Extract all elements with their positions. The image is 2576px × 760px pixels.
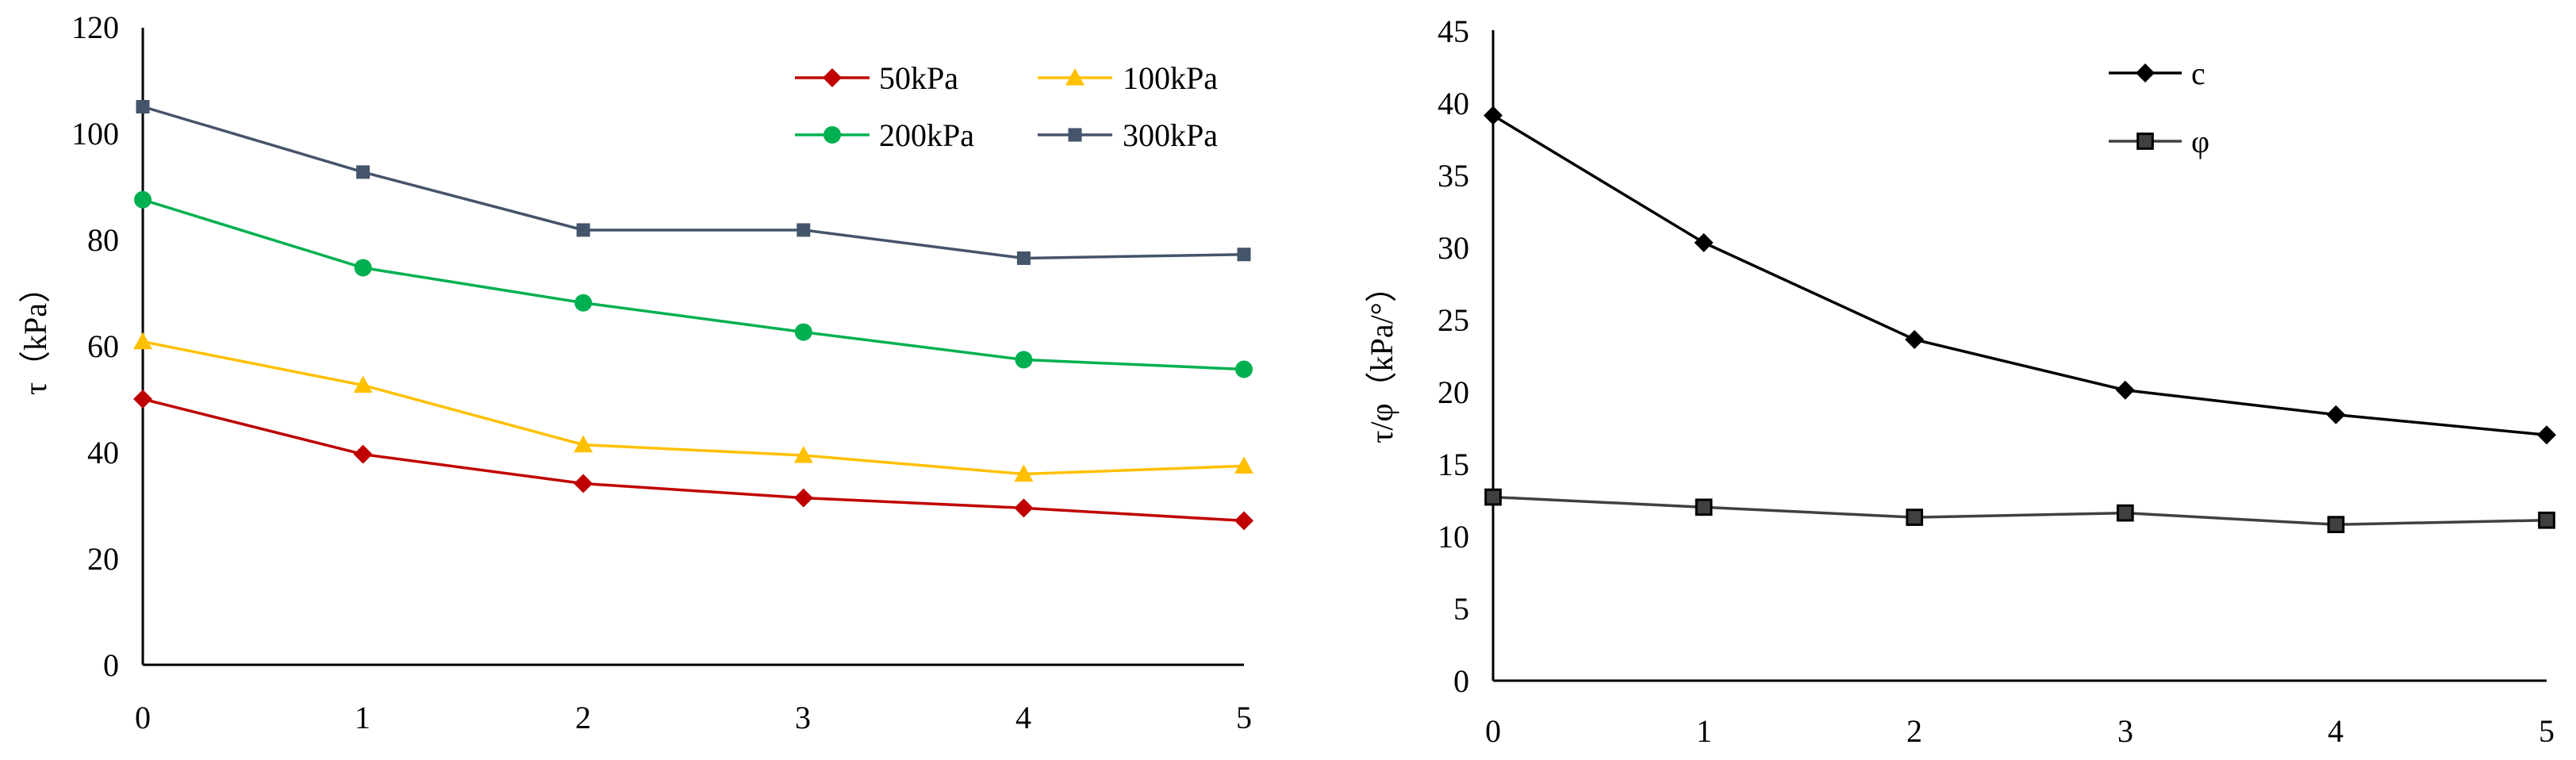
left-series-line-50kpa (142, 397, 1245, 523)
left-point-200kpa-5 (1235, 360, 1253, 378)
right-point-phi-3 (2116, 504, 2134, 522)
left-point-50kpa-0 (133, 390, 152, 409)
left-point-100kpa-1 (353, 375, 373, 393)
left-legend-marker-300kpa (1068, 128, 1082, 142)
right-ytick-20: 20 (1438, 374, 1469, 410)
right-point-phi-0 (1484, 488, 1502, 506)
left-point-50kpa-1 (353, 444, 373, 464)
right-point-phi-2 (1906, 509, 1924, 526)
right-xtick-1: 1 (1696, 713, 1712, 749)
left-y-ticks: 0 20 40 60 80 100 120 (71, 10, 119, 683)
right-legend-marker-phi (2136, 132, 2154, 150)
chart-left: τ（kPa） 0 20 40 60 80 100 120 0 1 2 3 4 5… (17, 10, 1253, 735)
left-legend-label-50kpa: 50kPa (879, 60, 958, 96)
left-series-line-300kpa (142, 105, 1245, 260)
left-point-300kpa-3 (797, 223, 811, 237)
right-point-c-4 (2326, 405, 2346, 424)
right-ytick-45: 45 (1438, 13, 1469, 49)
right-y-ticks: 0 5 10 15 20 25 30 35 40 45 (1438, 13, 1469, 699)
left-point-100kpa-3 (793, 446, 813, 463)
left-series-group (133, 100, 1253, 531)
left-ytick-120: 120 (71, 10, 119, 45)
right-ytick-30: 30 (1438, 230, 1469, 266)
left-series-line-100kpa (142, 340, 1245, 476)
left-y-axis-label: τ（kPa） (17, 271, 53, 395)
left-point-300kpa-2 (576, 223, 590, 237)
left-point-200kpa-4 (1015, 351, 1033, 369)
left-xtick-5: 5 (1236, 700, 1252, 735)
right-series-line-c (1492, 114, 2547, 436)
left-point-50kpa-2 (574, 474, 593, 493)
right-point-c-5 (2537, 425, 2556, 445)
right-ytick-15: 15 (1438, 447, 1469, 482)
right-series-group (1484, 106, 2556, 534)
left-point-300kpa-0 (136, 100, 150, 113)
right-legend-label-c: c (2191, 56, 2206, 91)
right-ytick-35: 35 (1438, 158, 1469, 194)
left-series-line-200kpa (142, 198, 1245, 371)
left-legend-label-100kpa: 100kPa (1123, 60, 1218, 96)
right-xtick-2: 2 (1906, 713, 1922, 749)
left-ytick-40: 40 (87, 435, 119, 470)
left-legend: 50kPa 100kPa 200kPa 300kPa (795, 60, 1218, 153)
right-point-c-0 (1484, 106, 1503, 125)
right-point-phi-5 (2538, 511, 2555, 529)
left-ytick-100: 100 (71, 116, 119, 152)
left-legend-label-200kpa: 200kPa (879, 117, 974, 153)
right-legend: c φ (2109, 56, 2209, 159)
left-xtick-0: 0 (135, 700, 151, 735)
left-legend-marker-50kpa (823, 68, 842, 87)
left-point-200kpa-0 (134, 190, 152, 209)
left-xtick-3: 3 (795, 700, 811, 735)
left-xtick-1: 1 (355, 700, 370, 735)
right-xtick-3: 3 (2117, 713, 2133, 749)
left-x-ticks: 0 1 2 3 4 5 (135, 700, 1252, 735)
left-point-200kpa-1 (354, 259, 372, 277)
right-xtick-0: 0 (1485, 713, 1501, 749)
right-point-c-3 (2115, 380, 2135, 400)
left-point-50kpa-5 (1234, 511, 1253, 531)
left-ytick-60: 60 (87, 328, 119, 364)
left-legend-label-300kpa: 300kPa (1123, 117, 1218, 153)
left-xtick-2: 2 (575, 700, 591, 735)
left-point-300kpa-5 (1237, 248, 1251, 262)
left-xtick-4: 4 (1015, 700, 1031, 735)
left-ytick-80: 80 (87, 222, 119, 258)
left-point-50kpa-4 (1014, 498, 1034, 518)
right-point-phi-1 (1695, 498, 1713, 516)
right-point-phi-4 (2327, 516, 2345, 534)
right-legend-marker-c (2136, 63, 2155, 83)
right-point-c-2 (1905, 329, 1925, 349)
right-xtick-4: 4 (2328, 713, 2344, 749)
left-point-100kpa-2 (574, 435, 593, 453)
right-x-ticks: 0 1 2 3 4 5 (1485, 713, 2555, 749)
right-xtick-5: 5 (2539, 713, 2555, 749)
left-point-50kpa-3 (793, 488, 813, 508)
right-y-axis-label: τ/φ（kPa/°） (1364, 271, 1399, 443)
left-point-200kpa-2 (574, 294, 593, 312)
left-point-200kpa-3 (794, 323, 812, 341)
left-point-100kpa-5 (1234, 456, 1253, 474)
left-point-100kpa-4 (1014, 464, 1034, 482)
left-point-100kpa-0 (133, 332, 152, 350)
left-point-300kpa-4 (1016, 251, 1031, 265)
right-ytick-5: 5 (1453, 591, 1469, 627)
left-point-300kpa-1 (356, 165, 370, 179)
right-legend-label-phi: φ (2191, 124, 2209, 159)
left-legend-marker-100kpa (1065, 68, 1085, 86)
right-ytick-10: 10 (1438, 519, 1469, 555)
right-ytick-25: 25 (1438, 302, 1469, 338)
left-legend-marker-200kpa (823, 126, 841, 144)
left-ytick-20: 20 (87, 541, 119, 577)
right-point-c-1 (1694, 232, 1714, 252)
chart-right: τ/φ（kPa/°） 0 5 10 15 20 25 30 35 40 45 0… (1364, 13, 2556, 749)
right-ytick-40: 40 (1438, 86, 1469, 121)
right-series-line-phi (1492, 495, 2547, 526)
right-ytick-0: 0 (1453, 663, 1469, 699)
left-ytick-0: 0 (103, 647, 119, 683)
